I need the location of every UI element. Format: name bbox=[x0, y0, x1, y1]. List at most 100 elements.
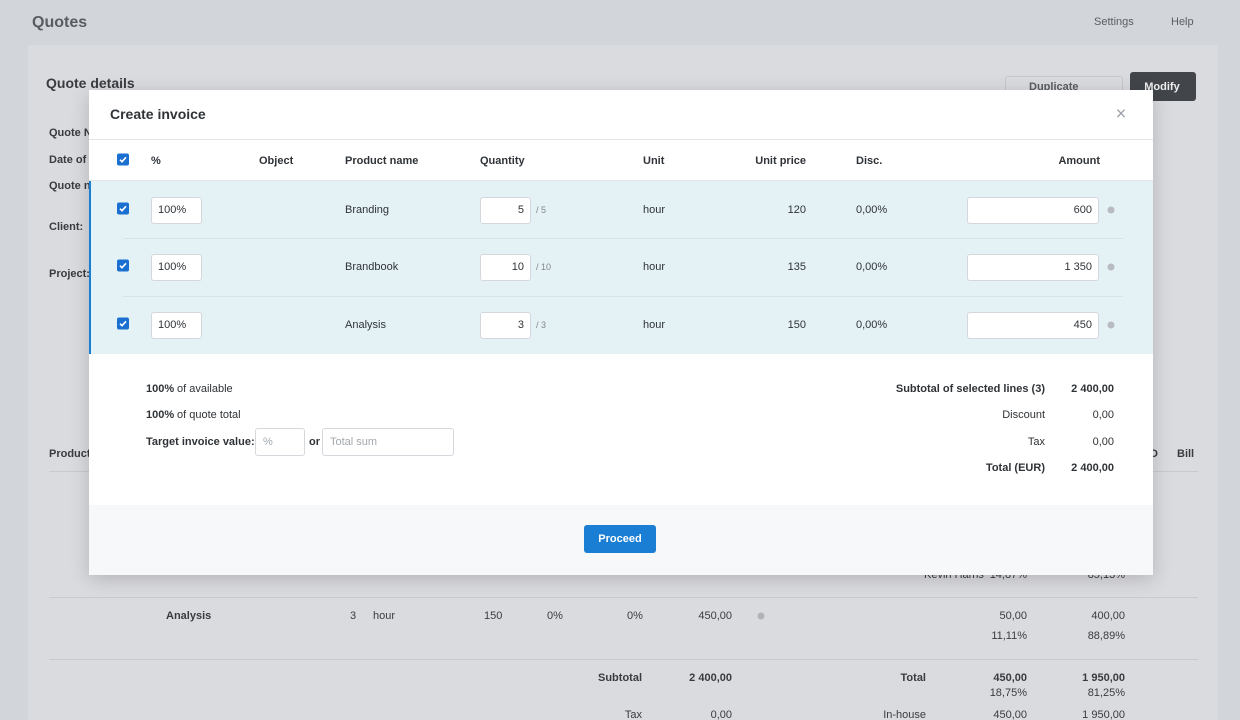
product-name: Analysis bbox=[166, 610, 212, 622]
modal-title: Create invoice bbox=[110, 106, 206, 122]
check-icon bbox=[117, 153, 129, 166]
subtotal-label: Subtotal bbox=[598, 672, 642, 684]
percent-input[interactable] bbox=[151, 196, 202, 224]
placeholder: Total sum bbox=[330, 436, 378, 448]
amount-input[interactable] bbox=[967, 311, 1099, 339]
column-header: Product name bbox=[345, 155, 419, 167]
divider bbox=[49, 597, 1198, 598]
field-label: Project: bbox=[49, 268, 90, 280]
other: 1 950,00 bbox=[1082, 709, 1125, 720]
status-dot bbox=[1107, 321, 1115, 329]
unit-price: 120 bbox=[787, 204, 806, 216]
checkbox[interactable] bbox=[117, 259, 129, 275]
product-name: Branding bbox=[345, 204, 390, 216]
quantity: 3 bbox=[350, 610, 357, 622]
available: / 10 bbox=[536, 262, 552, 272]
other: 1 950,00 bbox=[1082, 672, 1125, 684]
quantity-value: 10 bbox=[511, 261, 524, 273]
unit: hour bbox=[643, 319, 666, 331]
tax-label: Tax bbox=[624, 709, 642, 720]
inhouse-label: In-house bbox=[883, 709, 926, 720]
check-icon bbox=[117, 259, 129, 272]
other: 400,00 bbox=[1091, 610, 1125, 622]
unit: hour bbox=[643, 204, 666, 216]
share: 11,11% bbox=[991, 630, 1027, 642]
product-name: Analysis bbox=[345, 319, 386, 331]
summary-value: 2 400,00 bbox=[1071, 383, 1114, 395]
status-dot bbox=[757, 612, 765, 620]
percent-input[interactable] bbox=[151, 311, 202, 339]
summary-label: Total (EUR) bbox=[985, 462, 1045, 474]
column-header: D bbox=[1150, 448, 1158, 460]
column-header: Object bbox=[259, 155, 294, 167]
page-title: Quotes bbox=[32, 14, 88, 31]
inhouse: 450,00 bbox=[993, 709, 1027, 720]
percent-quote: 100% bbox=[146, 409, 175, 421]
unit-price: 150 bbox=[787, 319, 806, 331]
amount-input[interactable] bbox=[967, 253, 1099, 281]
card-title: Quote details bbox=[46, 75, 135, 91]
percent-available-text: of available bbox=[177, 383, 233, 395]
summary-label: Subtotal of selected lines (3) bbox=[895, 383, 1045, 395]
product-name: Brandbook bbox=[345, 261, 399, 273]
summary-value: 0,00 bbox=[1092, 436, 1114, 448]
column-header: Product bbox=[49, 448, 91, 460]
column-header: Unit price bbox=[755, 155, 806, 167]
percent-input[interactable] bbox=[151, 253, 202, 281]
total-label: Total bbox=[900, 672, 926, 684]
column-header: Quantity bbox=[480, 155, 525, 167]
divider bbox=[89, 180, 1153, 181]
percent-value: 100% bbox=[158, 261, 187, 273]
status-dot bbox=[1107, 263, 1115, 271]
quantity-input[interactable] bbox=[480, 253, 531, 281]
field-label: Client: bbox=[49, 221, 84, 233]
summary-label: Tax bbox=[1027, 436, 1045, 448]
amount-value: 450 bbox=[1073, 319, 1092, 331]
status-dot bbox=[1107, 206, 1115, 214]
unit-price: 150 bbox=[484, 610, 503, 622]
amount: 450,00 bbox=[698, 610, 732, 622]
checkbox[interactable] bbox=[117, 317, 129, 333]
field-label: Date of bbox=[49, 154, 87, 166]
quantity-input[interactable] bbox=[480, 311, 531, 339]
column-header: Bill bbox=[1177, 448, 1195, 460]
target-sum-input[interactable] bbox=[322, 428, 454, 456]
selection-bar bbox=[89, 181, 91, 354]
share: 88,89% bbox=[1087, 630, 1125, 642]
target-percent-input[interactable] bbox=[255, 428, 305, 456]
available: / 5 bbox=[536, 205, 547, 215]
percent-value: 100% bbox=[158, 204, 187, 216]
or-label: or bbox=[309, 436, 320, 448]
field-label: Quote N bbox=[49, 127, 92, 139]
discount: 0% bbox=[547, 610, 563, 622]
close-button[interactable]: × bbox=[1115, 103, 1127, 124]
help-link[interactable]: Help bbox=[1171, 16, 1194, 28]
percent-value: 100% bbox=[158, 319, 187, 331]
proceed-button[interactable] bbox=[584, 525, 656, 553]
checkbox[interactable] bbox=[117, 153, 129, 169]
amount-value: 1 350 bbox=[1064, 261, 1092, 273]
unit: hour bbox=[373, 610, 396, 622]
available: / 3 bbox=[536, 320, 547, 330]
checkbox[interactable] bbox=[117, 202, 129, 218]
summary-value: 2 400,00 bbox=[1071, 462, 1114, 474]
quantity-value: 5 bbox=[517, 204, 524, 216]
settings-link[interactable]: Settings bbox=[1094, 16, 1134, 28]
proceed-label: Proceed bbox=[598, 533, 642, 545]
summary-label: Discount bbox=[1002, 409, 1045, 421]
check-icon bbox=[117, 317, 129, 330]
share: 18,75% bbox=[989, 687, 1027, 699]
check-icon bbox=[117, 202, 129, 215]
amount-value: 600 bbox=[1073, 204, 1092, 216]
row-divider bbox=[123, 296, 1123, 297]
tax-value: 0,00 bbox=[710, 709, 732, 720]
percent-quote-text: of quote total bbox=[177, 409, 241, 421]
quantity-input[interactable] bbox=[480, 196, 531, 224]
discount: 0,00% bbox=[856, 204, 888, 216]
amount-input[interactable] bbox=[967, 196, 1099, 224]
row-divider bbox=[123, 238, 1123, 239]
placeholder: % bbox=[263, 436, 273, 448]
inhouse: 50,00 bbox=[999, 610, 1027, 622]
percent-available: 100% bbox=[146, 383, 175, 395]
